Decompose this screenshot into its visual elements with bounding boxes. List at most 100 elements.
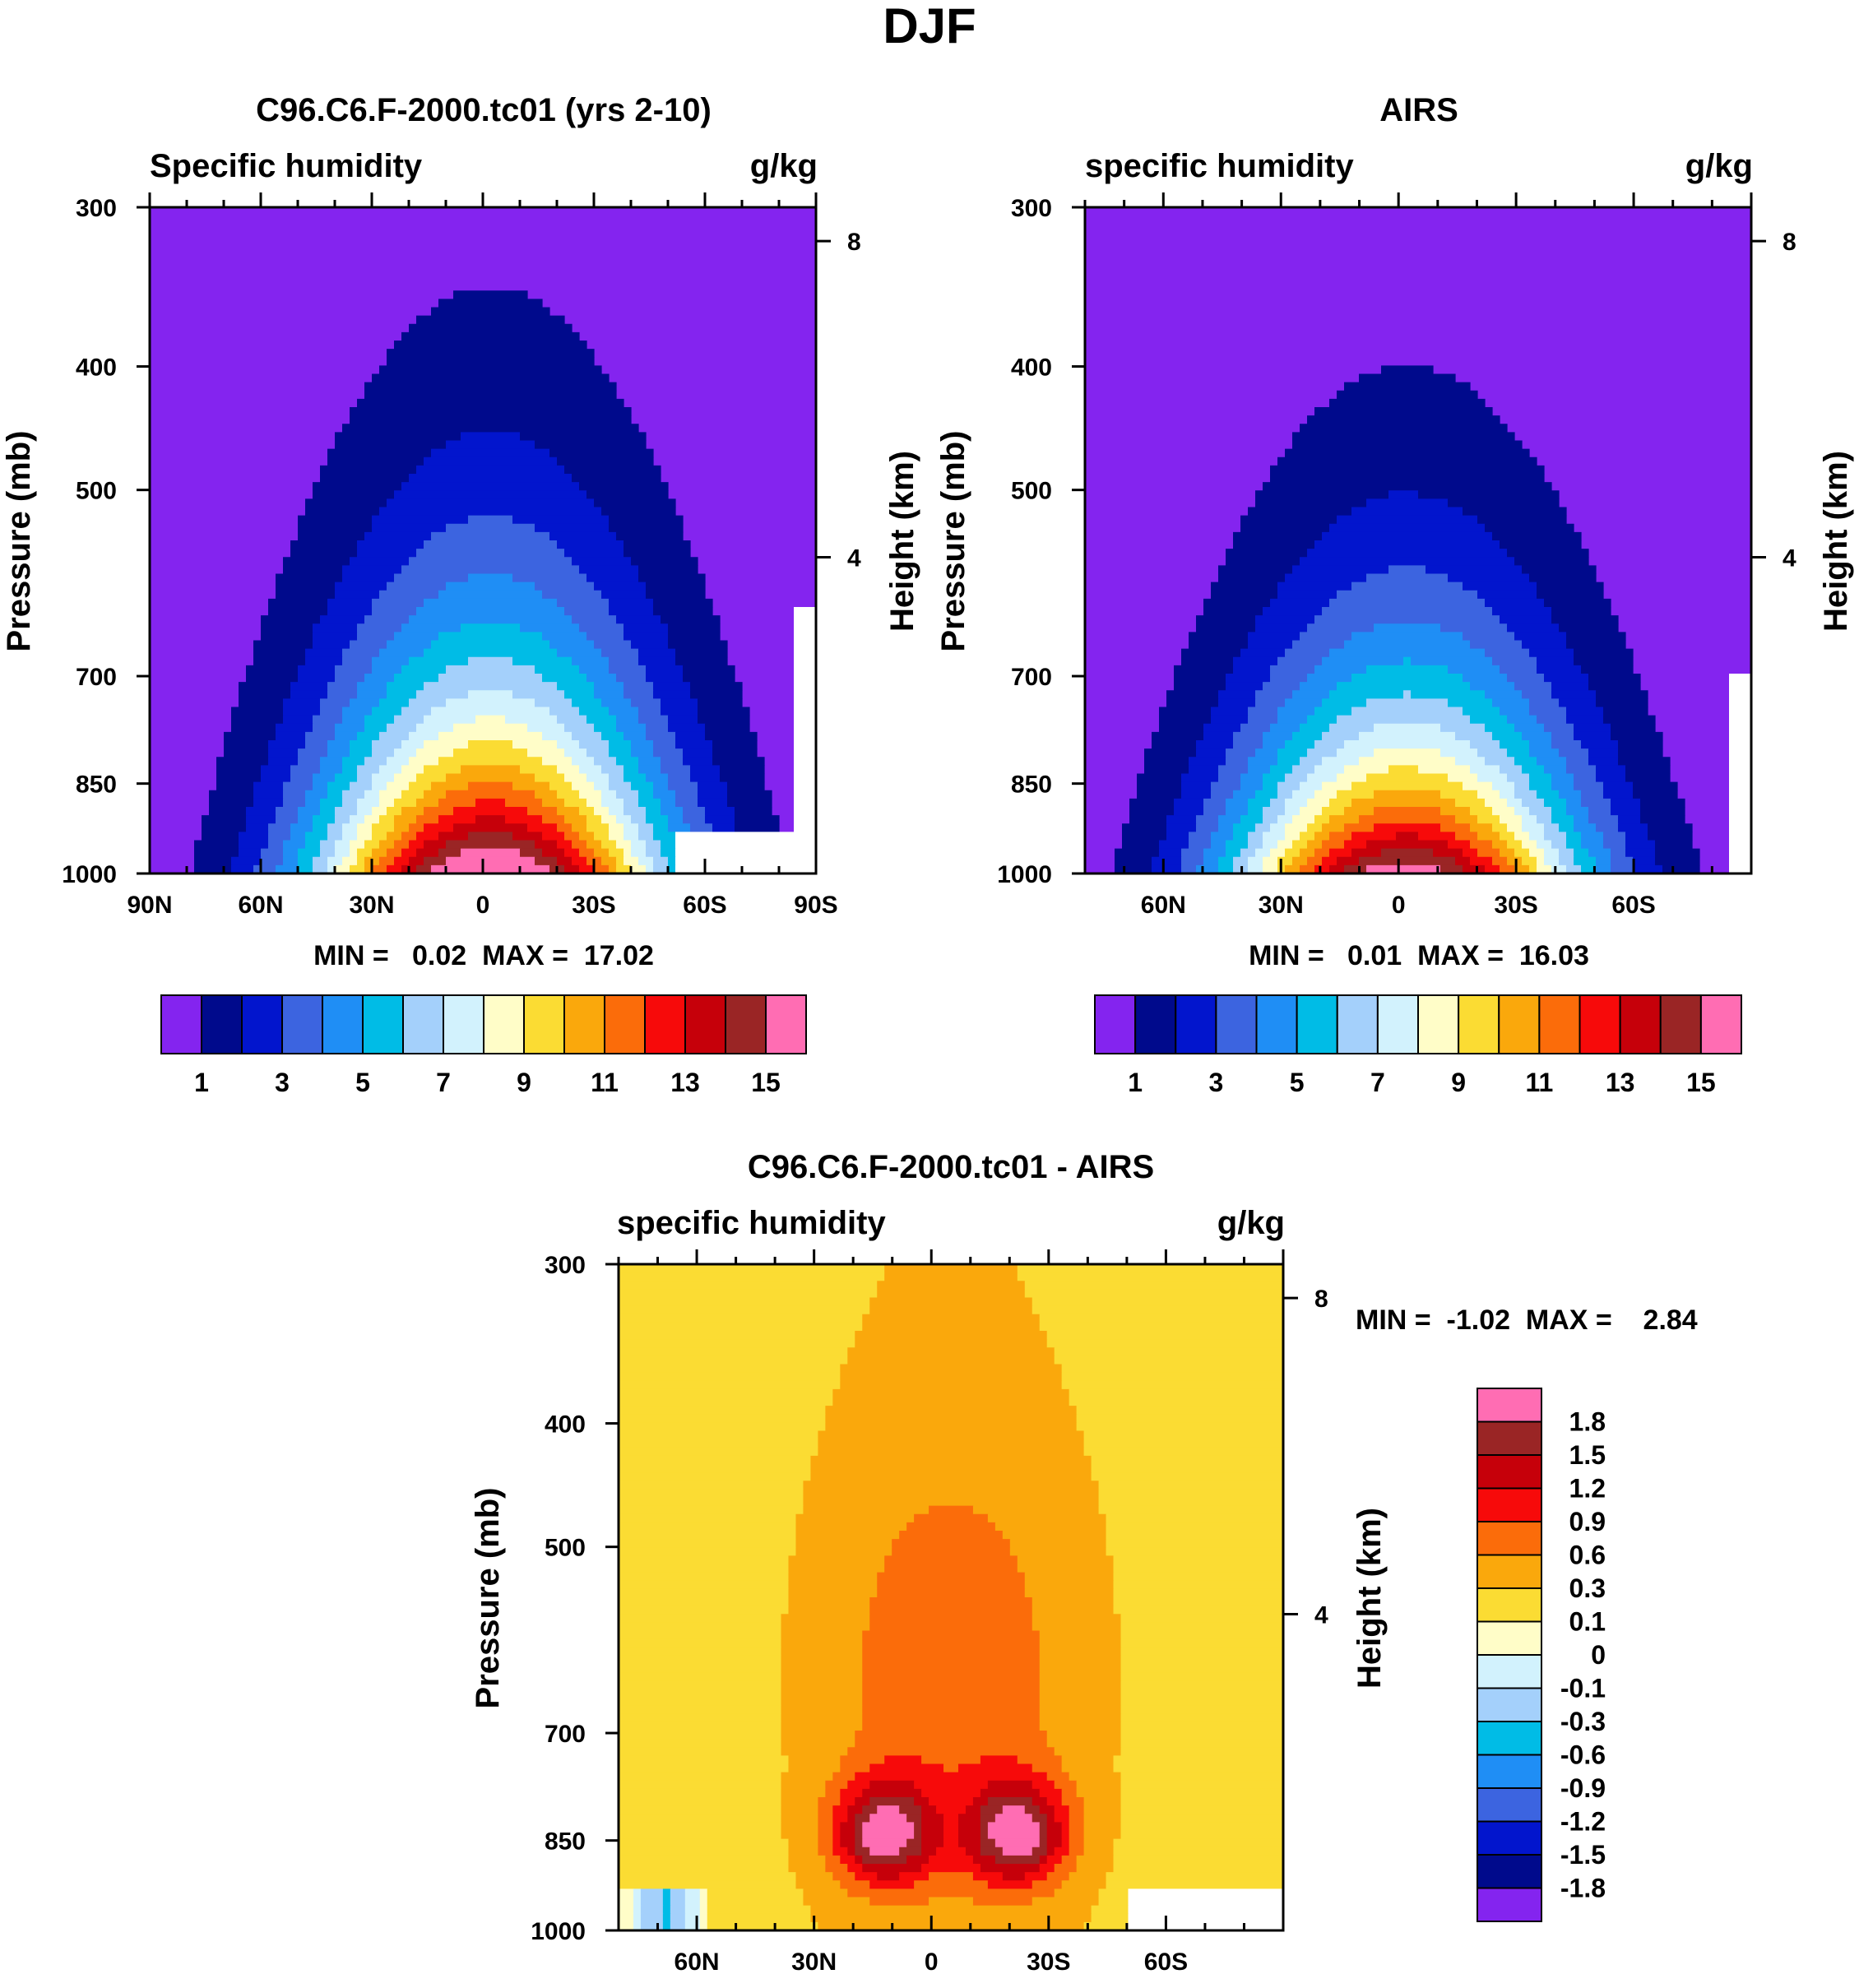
diff-field-cell: [803, 1897, 870, 1907]
diff-field-cell: [633, 1921, 642, 1931]
model-field-cell: [409, 781, 432, 791]
model-field-cell: [372, 748, 395, 758]
obs-field-cell: [1263, 773, 1286, 783]
model-field-cell: [424, 856, 447, 866]
model-y-tick-label: 850: [76, 772, 117, 799]
obs-field-cell: [1574, 823, 1597, 832]
obs-field-cell: [1351, 632, 1463, 642]
obs-field-cell: [1611, 864, 1634, 874]
obs-field-cell: [1477, 748, 1508, 758]
diff-field-cell: [847, 1888, 1055, 1898]
obs-field-cell: [1500, 815, 1523, 824]
model-field-cell: [594, 781, 610, 791]
obs-x-tick-label: 60N: [1141, 892, 1186, 919]
model-field-cell: [631, 557, 698, 566]
model-field-cell: [564, 723, 595, 733]
obs-field-cell: [1529, 832, 1545, 841]
obs-field-cell: [1566, 707, 1604, 716]
model-field-cell: [609, 515, 684, 525]
obs-field-cell: [1507, 623, 1560, 633]
obs-field-cell: [1588, 815, 1619, 824]
diff-field-cell: [840, 1372, 1063, 1382]
obs-field-cell: [1277, 748, 1308, 758]
obs-field-cell: [1514, 790, 1537, 799]
model-field-cell: [202, 823, 247, 832]
obs-field-cell: [1233, 790, 1256, 799]
obs-field-cell: [1322, 823, 1345, 832]
obs-field-cell: [1263, 815, 1278, 824]
obs-colorbar-box: [1376, 994, 1419, 1054]
model-field-cell: [209, 798, 254, 808]
obs-field-cell: [1337, 856, 1360, 866]
diff-field-cell: [1083, 1814, 1122, 1823]
obs-field-cell: [1729, 698, 1752, 708]
obs-field-cell: [1314, 815, 1330, 824]
model-field-cell: [357, 832, 373, 841]
obs-field-cell: [1581, 790, 1604, 799]
obs-field-cell: [1263, 740, 1286, 749]
obs-field-cell: [1277, 582, 1352, 591]
obs-field-cell: [1263, 807, 1286, 816]
obs-field-cell: [1314, 864, 1330, 874]
model-field-cell: [350, 781, 373, 791]
model-field-cell: [239, 840, 269, 850]
model-colorbar-label: 15: [751, 1068, 781, 1097]
diff-field-cell: [869, 1606, 1033, 1615]
model-field-cell: [535, 773, 565, 783]
obs-field-cell: [1500, 665, 1537, 674]
diff-field-cell: [781, 1664, 863, 1673]
model-field-cell: [401, 740, 424, 749]
model-field-cell: [313, 823, 328, 832]
model-field-cell: [638, 565, 698, 575]
obs-field-cell: [1322, 781, 1352, 791]
model-field-cell: [446, 773, 535, 783]
obs-field-cell: [1314, 848, 1330, 858]
obs-field-cell: [1514, 723, 1545, 733]
diff-field-cell: [619, 1380, 841, 1390]
model-field-cell: [564, 773, 587, 783]
diff-field-cell: [1069, 1805, 1085, 1814]
model-field-cell: [231, 723, 276, 733]
obs-field-cell: [1307, 549, 1508, 558]
model-field-cell: [624, 682, 654, 691]
model-field-cell: [594, 498, 676, 508]
obs-y-tick-label: 850: [1011, 772, 1052, 799]
obs-field-cell: [1426, 565, 1523, 575]
model-field-cell: [542, 632, 587, 642]
model-field-cell: [379, 731, 410, 741]
model-field-cell: [268, 757, 299, 766]
diff-field-cell: [1083, 1822, 1122, 1832]
diff-field-cell: [869, 1763, 944, 1773]
diff-field-cell: [619, 1281, 878, 1290]
model-field-cell: [698, 715, 750, 725]
obs-field-cell: [1551, 840, 1567, 850]
diff-field-cell: [987, 1880, 1033, 1889]
obs-field-cell: [1337, 748, 1375, 758]
model-field-cell: [475, 715, 506, 725]
model-field-cell: [624, 690, 654, 699]
obs-field-cell: [1470, 856, 1493, 866]
model-field-cell: [253, 798, 284, 808]
diff-field-cell: [707, 1888, 804, 1898]
obs-field-cell: [1226, 848, 1241, 858]
model-field-cell: [675, 656, 728, 666]
diff-field-cell: [1106, 1513, 1284, 1523]
obs-field-cell: [1263, 832, 1286, 841]
obs-field-cell: [1300, 723, 1330, 733]
obs-field-cell: [1729, 832, 1752, 841]
obs-field-cell: [1300, 832, 1315, 841]
model-field-cell: [313, 490, 395, 499]
diff-field-cell: [810, 1472, 1092, 1481]
model-field-cell: [624, 832, 639, 841]
obs-field-cell: [1322, 698, 1367, 708]
model-field-cell: [675, 864, 817, 874]
obs-field-cell: [1566, 807, 1589, 816]
model-field-cell: [202, 815, 247, 824]
diff-field-cell: [1120, 1722, 1284, 1731]
obs-field-cell: [1596, 690, 1648, 699]
obs-field-cell: [1403, 690, 1412, 699]
diff-field-cell: [781, 1672, 863, 1681]
obs-field-cell: [1248, 507, 1352, 517]
obs-field-cell: [1152, 731, 1204, 741]
model-colorbar-label: 3: [275, 1068, 290, 1097]
